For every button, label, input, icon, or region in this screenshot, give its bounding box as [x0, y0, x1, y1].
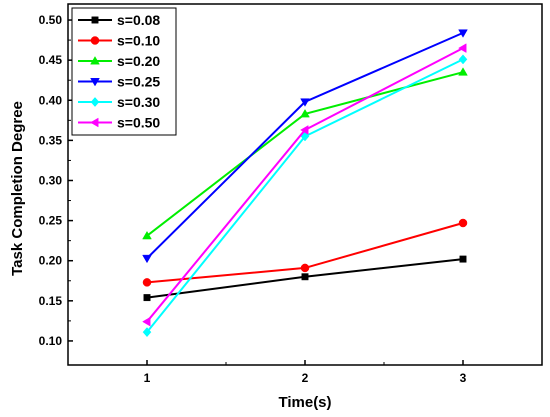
legend-item: s=0.50 [78, 115, 160, 131]
legend-marker [90, 36, 100, 45]
data-point [458, 43, 467, 53]
data-point [300, 125, 309, 135]
data-point [458, 29, 468, 38]
legend-marker [90, 117, 99, 128]
legend-label: s=0.30 [117, 94, 160, 110]
legend-marker [90, 97, 100, 107]
series-s=0.08 [143, 255, 467, 302]
y-tick-label: 0.50 [39, 13, 63, 27]
data-point [142, 278, 152, 287]
legend-item: s=0.08 [78, 12, 160, 28]
series-layer [142, 29, 468, 338]
data-point [142, 254, 152, 264]
data-point [301, 273, 309, 281]
x-tick-label: 1 [144, 371, 151, 385]
series-line [146, 47, 464, 323]
x-tick-label: 2 [302, 371, 309, 385]
data-point [300, 131, 310, 142]
y-tick-label: 0.35 [39, 133, 63, 147]
x-axis-title: Time(s) [278, 394, 331, 411]
series-s=0.25 [142, 29, 468, 264]
x-tick-label: 3 [460, 371, 467, 385]
legend-label: s=0.20 [117, 53, 160, 69]
legend-label: s=0.08 [117, 12, 160, 28]
y-tick-label: 0.15 [39, 294, 63, 308]
series-s=0.30 [142, 54, 468, 338]
data-point [458, 218, 468, 228]
y-tick-label: 0.45 [39, 53, 63, 67]
legend-marker [90, 78, 100, 87]
data-point [142, 230, 152, 240]
legend-marker [91, 16, 99, 24]
legend-box [71, 7, 177, 136]
data-point [300, 263, 310, 273]
data-point [458, 67, 468, 76]
legend: s=0.08 s=0.10 s=0.20 s=0.25 s=0.30 s=0.50 [71, 7, 177, 136]
y-tick-label: 0.25 [39, 214, 63, 228]
data-point [142, 316, 151, 327]
y-tick-label: 0.20 [39, 254, 63, 268]
axes: 0.10 0.15 0.20 0.25 0.30 0.35 0.40 0.45 0.50 1 2 3 [39, 3, 543, 385]
legend-marker [90, 56, 100, 65]
data-point [459, 255, 467, 263]
legend-item: s=0.25 [78, 74, 160, 90]
y-tick-label: 0.40 [39, 93, 63, 107]
legend-label: s=0.50 [117, 115, 160, 131]
data-point [143, 294, 151, 302]
data-point [142, 327, 152, 338]
data-point [300, 98, 310, 107]
legend-label: s=0.10 [117, 33, 160, 49]
legend-item: s=0.30 [78, 94, 160, 110]
series-s=0.50 [142, 43, 467, 327]
y-tick-label: 0.10 [39, 334, 63, 348]
series-s=0.10 [142, 218, 468, 287]
series-line [146, 31, 464, 260]
data-point [458, 54, 468, 65]
legend-item: s=0.20 [78, 53, 160, 69]
legend-label: s=0.25 [117, 74, 160, 90]
data-point [300, 109, 310, 118]
legend-item: s=0.10 [78, 33, 160, 49]
y-axis-title: Task Completion Degree [9, 101, 26, 276]
y-tick-label: 0.30 [39, 173, 63, 187]
